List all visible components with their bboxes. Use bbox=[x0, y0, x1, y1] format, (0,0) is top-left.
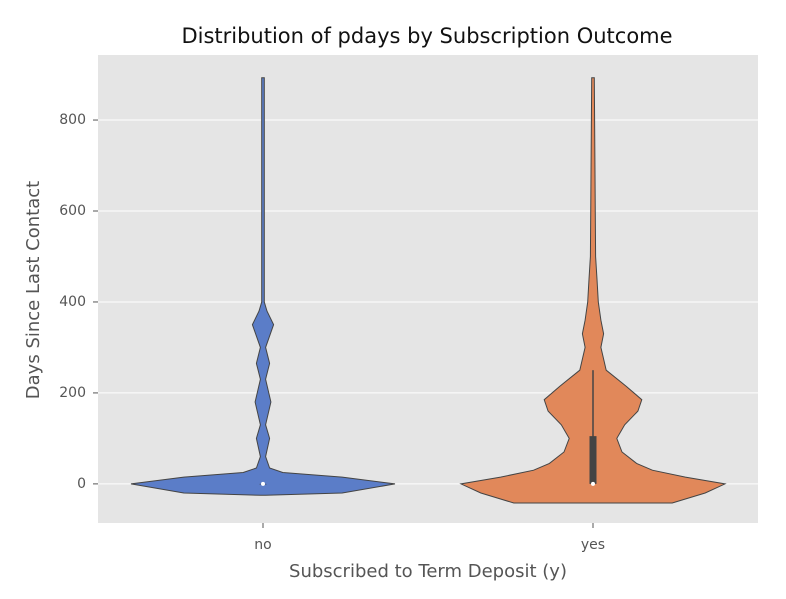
y-tick-label: 200 bbox=[59, 385, 86, 401]
y-tick-label: 0 bbox=[77, 476, 86, 492]
median bbox=[261, 481, 265, 486]
plot-background bbox=[98, 55, 758, 523]
y-tick-label: 600 bbox=[59, 203, 86, 219]
y-tick-label: 800 bbox=[59, 112, 86, 128]
violin bbox=[130, 77, 396, 496]
y-axis-label: Days Since Last Contact bbox=[23, 181, 44, 399]
chart-title: Distribution of pdays by Subscription Ou… bbox=[181, 24, 672, 48]
y-tick-label: 400 bbox=[59, 294, 86, 310]
x-tick-label: yes bbox=[581, 537, 605, 553]
box bbox=[589, 436, 597, 484]
median bbox=[591, 481, 595, 486]
violin bbox=[459, 77, 727, 504]
x-tick-label: no bbox=[254, 537, 271, 553]
x-axis-label: Subscribed to Term Deposit (y) bbox=[289, 561, 567, 582]
